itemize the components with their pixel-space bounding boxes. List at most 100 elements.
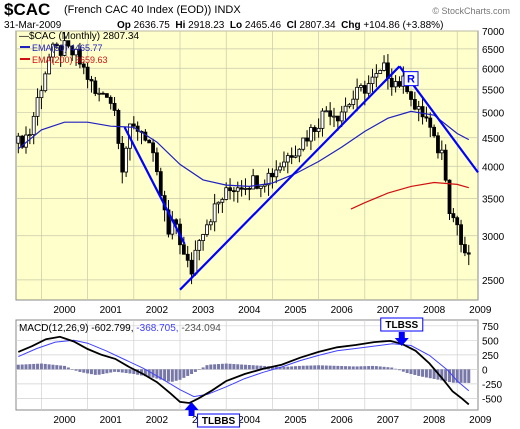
candle-body [278, 166, 283, 171]
histogram-bar [147, 369, 151, 377]
histogram-bar [440, 369, 444, 381]
histogram-bar [397, 369, 401, 371]
annotation-r-box [403, 71, 419, 87]
candle-body [258, 185, 263, 189]
price-y-tick-label: 3000 [482, 232, 505, 243]
candle-body [93, 80, 98, 94]
candle-body [355, 86, 360, 100]
histogram-bar [386, 367, 390, 370]
price-y-tick-label: 6500 [482, 45, 505, 56]
histogram-bar [209, 364, 213, 370]
candle-body [370, 76, 375, 84]
histogram-bar [432, 369, 436, 379]
histogram-bar [20, 364, 24, 370]
histogram-bar [467, 369, 471, 383]
open-label: Op [117, 20, 131, 31]
price-y-tick-label: 2500 [482, 276, 505, 287]
candle-body [255, 175, 259, 189]
macd-x-tick-label: 2002 [146, 415, 169, 426]
change-label: Chg [341, 20, 361, 31]
candle-body [108, 96, 113, 104]
candle-body [120, 143, 125, 173]
candle-body [424, 116, 429, 119]
candle-body [397, 81, 402, 87]
histogram-bar [47, 364, 51, 370]
histogram-bar [267, 366, 271, 370]
histogram-bar [151, 369, 155, 378]
candle-body [43, 73, 48, 92]
macd-title-value: -234.094 [181, 323, 221, 334]
candle-body [362, 85, 367, 94]
price-candles [16, 32, 471, 285]
histogram-bar [455, 369, 459, 383]
macd-y-tick-label: -500 [482, 394, 502, 405]
histogram-bar [363, 366, 367, 370]
histogram-bar [297, 365, 301, 370]
histogram-bar [424, 369, 428, 378]
histogram-bar [16, 364, 20, 370]
histogram-bar [143, 369, 147, 377]
candle-body [216, 201, 221, 205]
candle-body [16, 135, 21, 144]
candle-body [35, 97, 40, 117]
tlbbs-box [197, 413, 241, 428]
histogram-bar [74, 369, 78, 371]
tlbss-arrow [394, 332, 409, 346]
candle-body [409, 91, 413, 100]
high-value: 2918.23 [188, 20, 225, 31]
histogram-bar [367, 366, 371, 370]
histogram-bar [294, 366, 298, 370]
candle-body [270, 172, 275, 178]
histogram-bar [282, 366, 286, 370]
candle-body [62, 40, 67, 56]
trendline [398, 65, 479, 174]
histogram-bar [463, 369, 467, 383]
candle-body [70, 45, 75, 56]
legend-entry: EMA(200) 3659.63 [32, 55, 108, 65]
legend-entry: EMA(50) 4465.77 [32, 43, 103, 53]
histogram-bar [309, 365, 313, 370]
macd-signal-line [18, 339, 470, 398]
candle-body [347, 104, 352, 107]
histogram-bar [317, 365, 321, 370]
candle-body [289, 155, 294, 158]
histogram-bar [155, 369, 159, 379]
histogram-bar [405, 369, 409, 374]
price-y-tick-label: 4500 [482, 134, 505, 145]
histogram-bar [97, 369, 101, 375]
histogram-bar [120, 369, 124, 373]
candle-body [432, 126, 437, 137]
candle-body [228, 187, 232, 192]
candle-body [166, 209, 171, 235]
candle-body [324, 110, 329, 113]
histogram-bar [89, 369, 93, 375]
price-x-tick-label: 2002 [146, 305, 169, 316]
candle-body [312, 127, 317, 132]
candle-body [178, 223, 182, 246]
tlbbs-arrow [184, 402, 199, 416]
histogram-bar [24, 364, 28, 370]
quote-date: 31-Mar-2009 [4, 20, 62, 31]
histogram-bar [166, 369, 170, 382]
histogram-bar [378, 366, 382, 370]
candle-body [174, 219, 179, 225]
candle-body [97, 92, 102, 95]
histogram-bar [186, 369, 190, 376]
histogram-bar [140, 369, 144, 376]
histogram-bar [159, 369, 163, 380]
histogram-bar [86, 369, 90, 374]
candle-body [366, 83, 371, 94]
high-label: Hi [175, 20, 186, 31]
ema200-line [350, 181, 469, 210]
candle-body [78, 48, 82, 65]
candle-body [116, 109, 121, 144]
ohlc-summary: Op 2636.75 Hi 2918.23 Lo 2465.46 Cl 2807… [117, 20, 443, 31]
candle-body [420, 106, 425, 118]
annotation-r-label: R [407, 74, 415, 86]
candle-body [128, 123, 132, 149]
candle-body [235, 187, 240, 192]
candle-body [339, 111, 344, 122]
candle-body [66, 40, 71, 47]
histogram-bar [236, 364, 240, 370]
histogram-bar [105, 369, 109, 374]
